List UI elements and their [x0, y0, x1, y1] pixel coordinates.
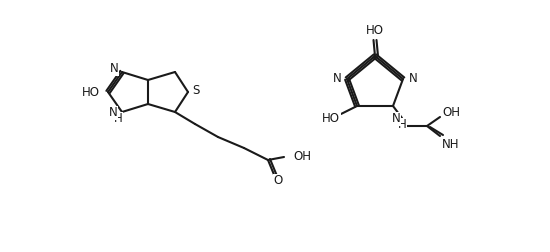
Text: N: N — [109, 107, 117, 119]
Text: S: S — [192, 84, 200, 98]
Text: NH: NH — [442, 139, 460, 151]
Text: HO: HO — [82, 85, 100, 99]
Text: N: N — [109, 62, 118, 76]
Text: OH: OH — [293, 150, 311, 164]
Text: OH: OH — [442, 106, 460, 118]
Text: N: N — [409, 72, 417, 84]
Text: HO: HO — [366, 24, 384, 38]
Text: IH: IH — [443, 138, 455, 150]
Text: H: H — [114, 112, 122, 125]
Text: HO: HO — [322, 112, 340, 125]
Text: O: O — [273, 174, 283, 187]
Text: N: N — [333, 72, 342, 84]
Text: H: H — [398, 118, 406, 132]
Text: N: N — [392, 112, 400, 125]
